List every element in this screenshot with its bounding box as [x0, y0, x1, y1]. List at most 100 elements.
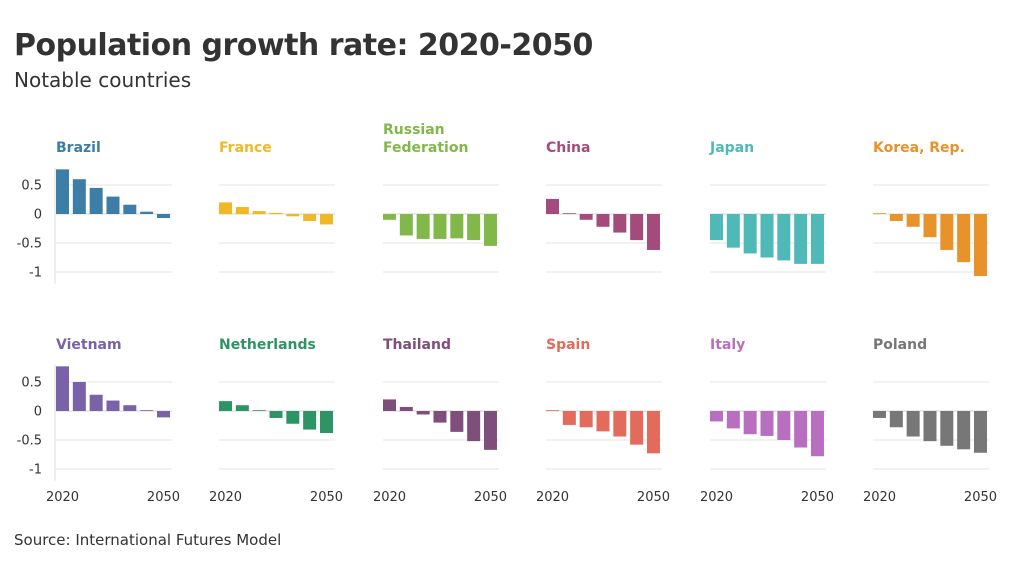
bar	[810, 411, 824, 457]
bar	[562, 411, 576, 425]
bar	[760, 411, 774, 436]
bar	[743, 411, 757, 435]
country-label: Vietnam	[56, 337, 122, 353]
bar	[562, 213, 576, 214]
bar	[889, 411, 903, 428]
bar	[399, 406, 413, 411]
bar	[303, 214, 317, 221]
bar	[973, 214, 987, 277]
country-label: France	[219, 140, 272, 156]
x-tick-label: 2020	[863, 490, 896, 505]
bar	[433, 411, 447, 423]
bar	[579, 411, 593, 428]
bar	[923, 411, 937, 442]
bar	[140, 410, 154, 411]
bar	[777, 214, 791, 261]
bar	[613, 214, 627, 233]
source-note: Source: International Futures Model	[14, 531, 282, 549]
x-tick-label: 2050	[310, 490, 343, 505]
x-tick-label: 2020	[700, 490, 733, 505]
country-label: Russian	[383, 122, 445, 138]
bar	[56, 366, 69, 411]
x-tick-label: 2020	[536, 490, 569, 505]
bar	[235, 207, 249, 214]
bar	[467, 214, 481, 241]
country-label: Japan	[709, 140, 754, 156]
bar	[483, 214, 497, 246]
bar	[416, 411, 430, 415]
bar	[973, 411, 987, 453]
x-tick-label: 2050	[801, 490, 834, 505]
y-tick-label: -0.5	[17, 434, 42, 449]
country-label: Spain	[546, 337, 590, 353]
bar	[957, 411, 971, 450]
bar	[646, 214, 660, 250]
bar	[56, 169, 69, 214]
chart-subtitle: Notable countries	[14, 68, 192, 92]
bar	[906, 411, 920, 437]
country-label: Korea, Rep.	[873, 140, 965, 156]
bar	[123, 405, 137, 411]
y-tick-label: 0	[34, 405, 42, 420]
bar	[106, 400, 120, 411]
x-tick-label: 2050	[637, 490, 670, 505]
bar	[596, 214, 610, 227]
bar	[72, 179, 86, 214]
bar	[760, 214, 774, 258]
bar	[416, 214, 430, 239]
bar	[123, 204, 137, 214]
bar	[777, 411, 791, 440]
x-tick-label: 2020	[46, 490, 79, 505]
bar	[156, 411, 170, 418]
bar	[794, 411, 808, 448]
bar	[483, 411, 497, 450]
y-tick-label: -1	[29, 266, 42, 281]
bar	[319, 214, 333, 225]
bar	[286, 411, 300, 424]
bar	[579, 214, 593, 220]
bar	[383, 214, 396, 220]
bar	[219, 202, 232, 214]
country-label: Thailand	[383, 337, 451, 353]
bar	[286, 214, 300, 217]
y-tick-label: -1	[29, 463, 42, 478]
y-tick-label: 0.5	[21, 376, 42, 391]
bar	[810, 214, 824, 264]
bar	[140, 211, 154, 214]
bar	[940, 411, 954, 446]
bar	[906, 214, 920, 227]
bar	[235, 405, 249, 411]
bar	[319, 411, 333, 434]
bar	[873, 213, 886, 214]
y-tick-label: 0	[34, 208, 42, 223]
bar	[546, 198, 559, 214]
bar	[889, 214, 903, 221]
y-tick-label: -0.5	[17, 237, 42, 252]
bar	[450, 411, 464, 432]
bar	[710, 411, 723, 422]
x-tick-label: 2050	[964, 490, 997, 505]
bar	[156, 214, 170, 219]
bar	[710, 214, 723, 241]
x-tick-label: 2050	[147, 490, 180, 505]
country-label: Federation	[383, 140, 468, 156]
bar	[940, 214, 954, 250]
bar	[303, 411, 317, 430]
bar	[923, 214, 937, 238]
country-label: China	[546, 140, 590, 156]
chart-title: Population growth rate: 2020-2050	[14, 28, 593, 63]
country-label: Poland	[873, 337, 927, 353]
bar	[252, 410, 266, 411]
x-tick-label: 2050	[474, 490, 507, 505]
bar	[726, 214, 740, 248]
bar	[873, 411, 886, 418]
bar	[269, 212, 283, 214]
bar	[596, 411, 610, 432]
bar	[106, 196, 120, 214]
country-label: Italy	[710, 337, 745, 353]
country-label: Netherlands	[219, 337, 316, 353]
y-tick-label: 0.5	[21, 179, 42, 194]
x-tick-label: 2020	[209, 490, 242, 505]
bar	[743, 214, 757, 254]
bar	[89, 187, 103, 214]
